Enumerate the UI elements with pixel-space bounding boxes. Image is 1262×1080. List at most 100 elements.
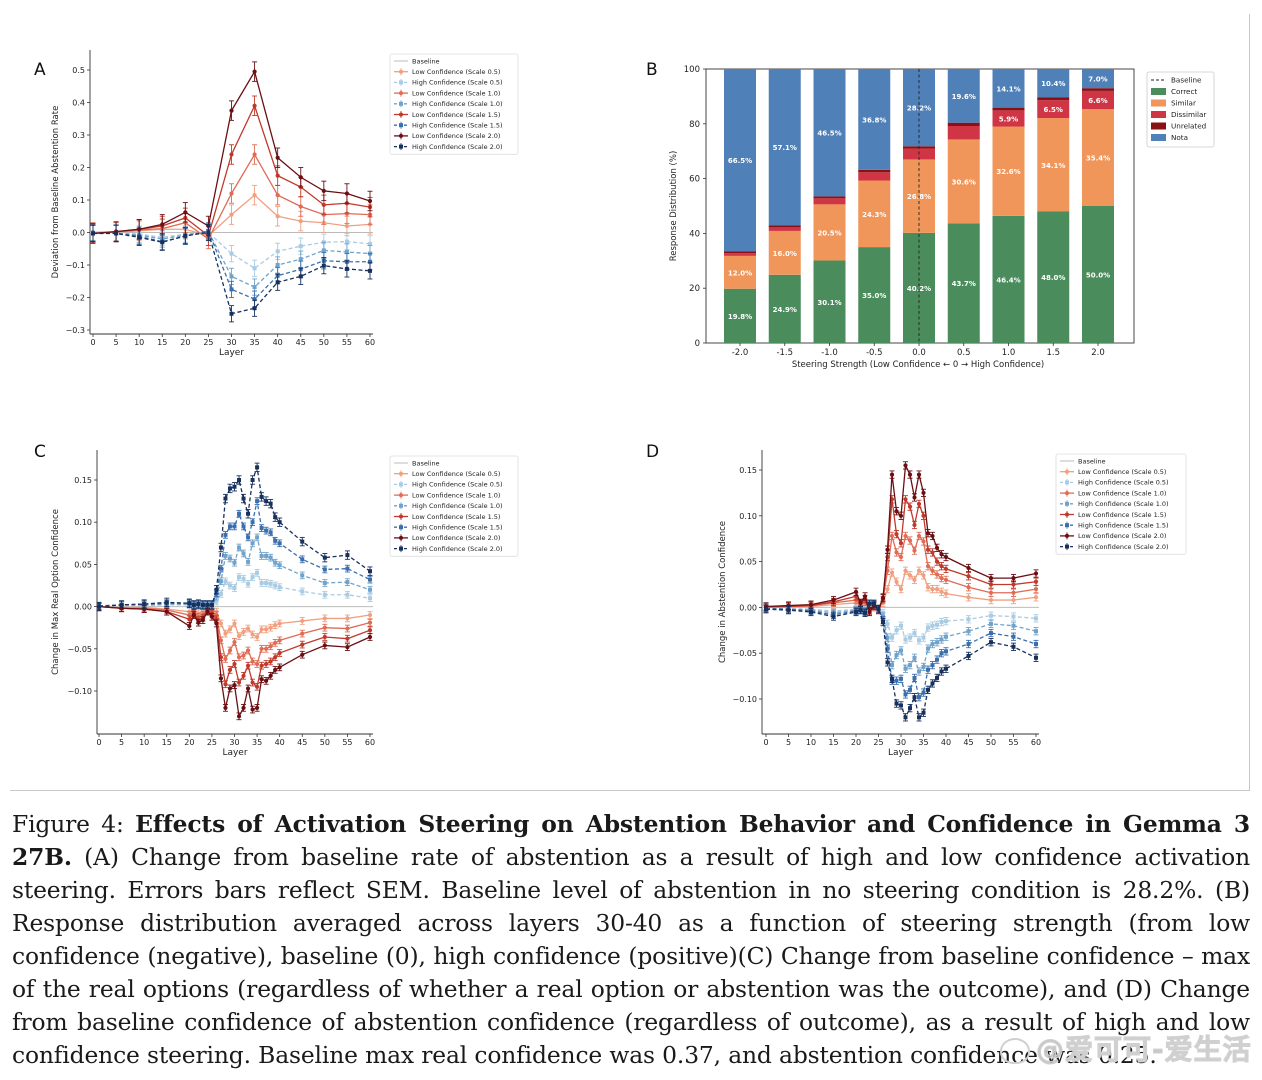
- data-point: [912, 522, 917, 528]
- data-point: [196, 620, 201, 625]
- data-point: [218, 638, 224, 643]
- data-point: [160, 240, 165, 245]
- data-point: [232, 639, 237, 645]
- data-point: [1011, 644, 1016, 649]
- data-point: [368, 268, 372, 273]
- data-point: [259, 494, 264, 499]
- data-point: [908, 687, 912, 692]
- data-point: [275, 214, 280, 219]
- data-point: [368, 259, 372, 264]
- data-point: [229, 212, 234, 217]
- x-tick-label: 10: [806, 738, 816, 747]
- x-tick-label: 55: [342, 738, 352, 747]
- data-point: [114, 231, 119, 236]
- data-point: [237, 545, 242, 550]
- data-point: [298, 257, 303, 262]
- data-point: [241, 496, 246, 501]
- y-tick-label: 0.3: [72, 131, 85, 140]
- data-point: [889, 570, 895, 575]
- bar-segment-nota: [947, 69, 980, 123]
- data-point: [917, 638, 921, 643]
- bar-data-label: 50.0%: [1086, 272, 1110, 280]
- legend-marker: [399, 101, 403, 106]
- y-tick-label: 0.15: [74, 476, 92, 485]
- data-point: [988, 582, 994, 587]
- data-point: [250, 478, 255, 482]
- legend: Baseline Low Confidence (Scale 0.5) High C…: [389, 53, 519, 155]
- bar-data-label: 12.0%: [728, 269, 752, 277]
- x-tick-label: 30: [229, 738, 239, 747]
- data-point: [218, 621, 224, 626]
- series-2: [96, 569, 373, 611]
- data-point: [322, 643, 327, 648]
- data-point: [939, 575, 944, 581]
- data-point: [368, 587, 372, 592]
- data-point: [894, 579, 899, 584]
- y-tick-label: 0.10: [739, 512, 757, 521]
- data-point: [345, 553, 350, 558]
- bar-segment-similar: [724, 255, 756, 289]
- data-point: [252, 266, 257, 271]
- data-point: [273, 538, 278, 543]
- data-point: [229, 191, 234, 196]
- bar-stack: 24.9% 16.0% 57.1%: [768, 69, 801, 343]
- legend-label: Low Confidence (Scale 1.0): [1078, 489, 1166, 497]
- bar-segment-correct: [724, 288, 756, 343]
- bar-segment-dissimilar: [768, 227, 801, 231]
- bar-segment-unrelated: [947, 122, 980, 126]
- data-point: [268, 625, 273, 630]
- data-point: [867, 601, 872, 606]
- data-point: [921, 690, 926, 695]
- data-point: [254, 661, 260, 667]
- data-point: [912, 695, 917, 700]
- x-tick-label: 25: [873, 738, 883, 747]
- data-point: [214, 599, 219, 604]
- legend-label: High Confidence (Scale 0.5): [412, 481, 503, 489]
- data-point: [966, 642, 971, 647]
- y-tick-label: 0.05: [739, 558, 757, 567]
- data-point: [903, 568, 908, 573]
- data-point: [345, 592, 350, 597]
- series-7: [96, 602, 373, 721]
- data-point: [236, 634, 242, 639]
- data-point: [232, 682, 237, 688]
- series-2: [763, 601, 1039, 645]
- y-tick-label: 0.05: [74, 560, 92, 569]
- data-point: [275, 263, 280, 267]
- data-point: [268, 501, 273, 506]
- legend-label: Dissimilar: [1171, 110, 1206, 119]
- data-point: [241, 705, 246, 710]
- data-point: [903, 497, 908, 502]
- data-point: [939, 637, 944, 642]
- data-point: [935, 640, 939, 645]
- data-point: [245, 648, 251, 653]
- data-point: [903, 692, 908, 697]
- data-point: [268, 644, 273, 649]
- data-point: [907, 538, 913, 543]
- y-tick-label: 0.4: [72, 99, 85, 108]
- bar-stack: 19.8% 12.0% 66.5%: [724, 69, 756, 343]
- x-tick-label: 60: [1031, 738, 1041, 747]
- bar-data-label: 36.8%: [862, 116, 886, 124]
- bar-data-label: 24.9%: [773, 306, 797, 314]
- data-point: [237, 478, 242, 482]
- data-point: [250, 659, 255, 664]
- data-point: [880, 596, 886, 601]
- bar-segment-similar: [1082, 109, 1114, 206]
- x-tick-label: 20: [180, 338, 190, 347]
- x-tick-label: 45: [297, 738, 307, 747]
- x-tick-label: -0.5: [866, 348, 883, 358]
- data-point: [206, 230, 211, 235]
- data-point: [966, 595, 971, 600]
- x-tick-label: -2.0: [732, 348, 749, 358]
- bar-data-label: 19.8%: [728, 313, 752, 321]
- data-point: [930, 623, 935, 628]
- data-point: [367, 628, 373, 633]
- data-point: [908, 706, 912, 711]
- data-point: [183, 210, 188, 215]
- panel-letter-c: C: [34, 442, 46, 462]
- data-point: [255, 465, 260, 470]
- legend: Baseline Correct Similar Dissimilar Unrelate…: [1146, 71, 1215, 148]
- legend-marker: [399, 69, 403, 74]
- legend-box: [389, 455, 519, 557]
